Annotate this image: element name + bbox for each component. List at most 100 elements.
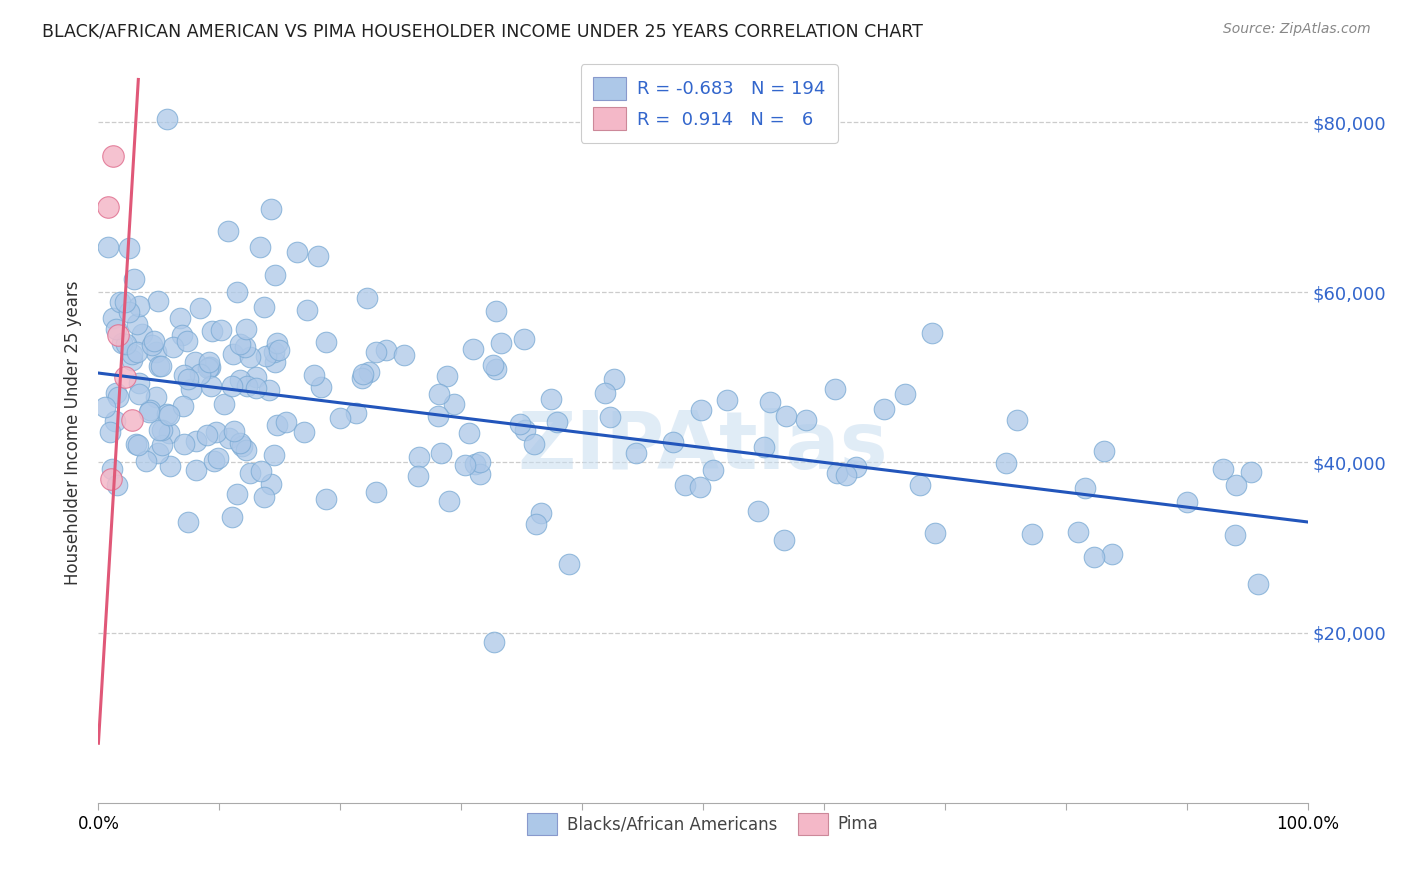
- Point: [245, 369, 267, 384]
- Point: [121, 413, 143, 427]
- Point: [162, 340, 184, 354]
- Point: [125, 344, 148, 359]
- Point: [716, 392, 738, 407]
- Point: [114, 370, 136, 384]
- Point: [101, 311, 124, 326]
- Point: [329, 410, 352, 425]
- Point: [146, 294, 169, 309]
- Point: [468, 455, 491, 469]
- Point: [125, 437, 148, 451]
- Point: [661, 435, 683, 450]
- Point: [1225, 478, 1247, 492]
- Point: [180, 383, 202, 397]
- Point: [207, 450, 229, 465]
- Point: [1067, 525, 1090, 540]
- Point: [260, 477, 283, 491]
- Point: [752, 440, 775, 454]
- Point: [775, 409, 797, 424]
- Point: [1021, 527, 1043, 541]
- Point: [468, 467, 491, 481]
- Point: [253, 300, 276, 314]
- Point: [274, 415, 297, 429]
- Point: [1101, 547, 1123, 561]
- Point: [1074, 481, 1097, 495]
- Point: [173, 437, 195, 451]
- Point: [673, 478, 696, 492]
- Point: [114, 295, 136, 310]
- Point: [253, 490, 276, 504]
- Point: [225, 285, 247, 299]
- Point: [366, 345, 388, 359]
- Point: [374, 343, 396, 358]
- Point: [995, 456, 1018, 470]
- Point: [408, 450, 430, 464]
- Point: [128, 387, 150, 401]
- Point: [485, 362, 508, 376]
- Point: [200, 379, 222, 393]
- Point: [485, 304, 508, 318]
- Point: [1005, 413, 1028, 427]
- Point: [352, 371, 374, 385]
- Point: [107, 390, 129, 404]
- Point: [924, 525, 946, 540]
- Point: [249, 240, 271, 254]
- Point: [148, 359, 170, 373]
- Point: [426, 409, 449, 424]
- Point: [169, 310, 191, 325]
- Point: [236, 379, 259, 393]
- Point: [138, 404, 160, 418]
- Point: [176, 334, 198, 348]
- Point: [235, 322, 257, 336]
- Legend: Blacks/African Americans, Pima: Blacks/African Americans, Pima: [516, 802, 890, 847]
- Point: [205, 425, 228, 439]
- Point: [458, 425, 481, 440]
- Point: [921, 326, 943, 341]
- Point: [1223, 528, 1246, 542]
- Point: [231, 439, 253, 453]
- Point: [229, 436, 252, 450]
- Point: [128, 299, 150, 313]
- Point: [311, 380, 333, 394]
- Point: [221, 379, 243, 393]
- Point: [315, 335, 337, 350]
- Point: [156, 112, 179, 127]
- Point: [603, 372, 626, 386]
- Point: [1247, 577, 1270, 591]
- Point: [835, 468, 858, 483]
- Point: [107, 327, 129, 342]
- Point: [156, 407, 179, 421]
- Point: [489, 336, 512, 351]
- Point: [235, 442, 257, 457]
- Point: [218, 431, 240, 445]
- Point: [427, 387, 450, 401]
- Point: [513, 332, 536, 346]
- Y-axis label: Householder Income Under 25 years: Householder Income Under 25 years: [65, 280, 83, 585]
- Point: [595, 385, 617, 400]
- Point: [127, 438, 149, 452]
- Point: [295, 302, 318, 317]
- Point: [125, 317, 148, 331]
- Point: [100, 472, 122, 486]
- Point: [702, 463, 724, 477]
- Point: [108, 295, 131, 310]
- Point: [226, 486, 249, 500]
- Point: [142, 334, 165, 348]
- Point: [202, 453, 225, 467]
- Point: [222, 424, 245, 438]
- Point: [894, 386, 917, 401]
- Point: [794, 413, 817, 427]
- Point: [344, 405, 367, 419]
- Point: [484, 635, 506, 649]
- Text: ZIPAtlas: ZIPAtlas: [517, 409, 889, 486]
- Point: [523, 437, 546, 451]
- Point: [214, 397, 236, 411]
- Point: [624, 446, 647, 460]
- Point: [228, 336, 250, 351]
- Point: [141, 337, 163, 351]
- Point: [747, 503, 769, 517]
- Point: [392, 348, 415, 362]
- Point: [464, 458, 486, 472]
- Point: [1083, 549, 1105, 564]
- Point: [454, 458, 477, 473]
- Point: [443, 397, 465, 411]
